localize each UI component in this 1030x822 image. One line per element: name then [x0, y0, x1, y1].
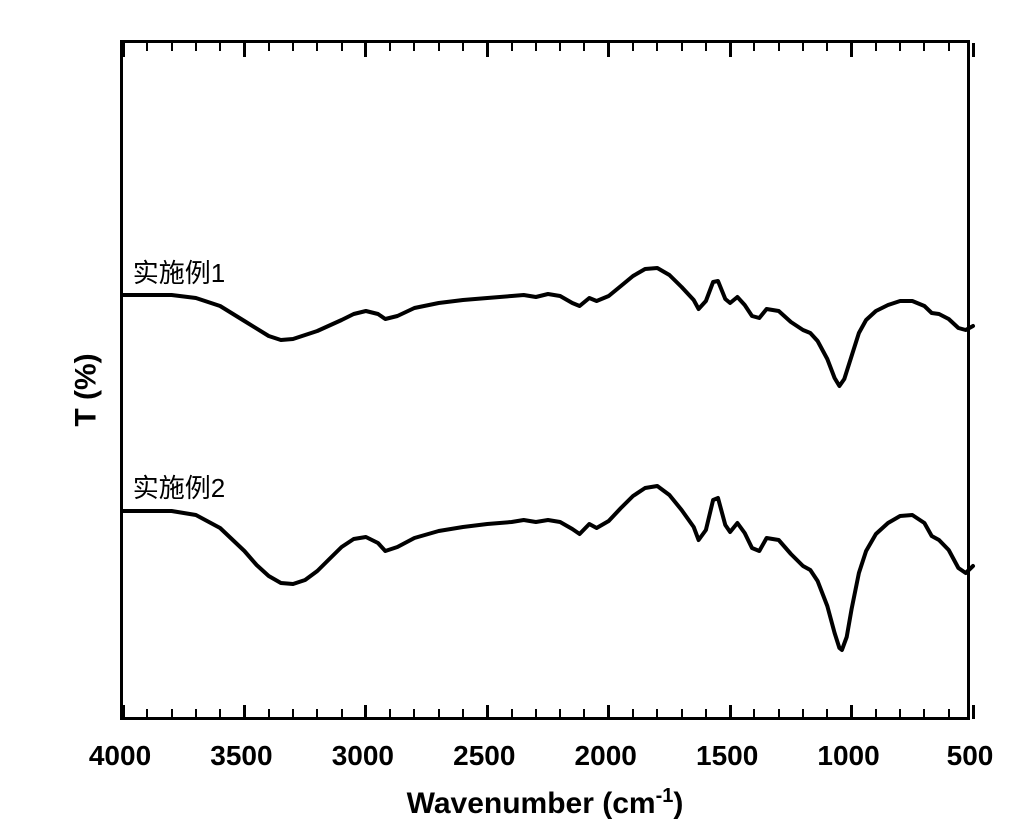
spectrum-line-1: [123, 268, 973, 386]
x-tick-label: 2500: [453, 740, 515, 772]
x-axis-label: Wavenumber (cm-1): [407, 785, 684, 821]
x-tick-label: 3500: [210, 740, 272, 772]
x-tick-label: 3000: [332, 740, 394, 772]
x-tick-label: 1500: [696, 740, 758, 772]
x-tick-label: 2000: [575, 740, 637, 772]
ir-spectrum-chart: 实施例1实施例2 4000350030002500200015001000500…: [120, 40, 970, 740]
y-axis-label: T (%): [70, 353, 104, 426]
series-label-2: 实施例2: [133, 468, 225, 505]
x-tick-label: 1000: [817, 740, 879, 772]
x-tick-label: 500: [947, 740, 994, 772]
spectra-curves: [123, 43, 973, 723]
plot-area: 实施例1 实施例2: [120, 40, 970, 720]
x-tick-label: 4000: [89, 740, 151, 772]
spectrum-line-2: [123, 486, 973, 650]
series-label-1: 实施例1: [133, 253, 225, 290]
